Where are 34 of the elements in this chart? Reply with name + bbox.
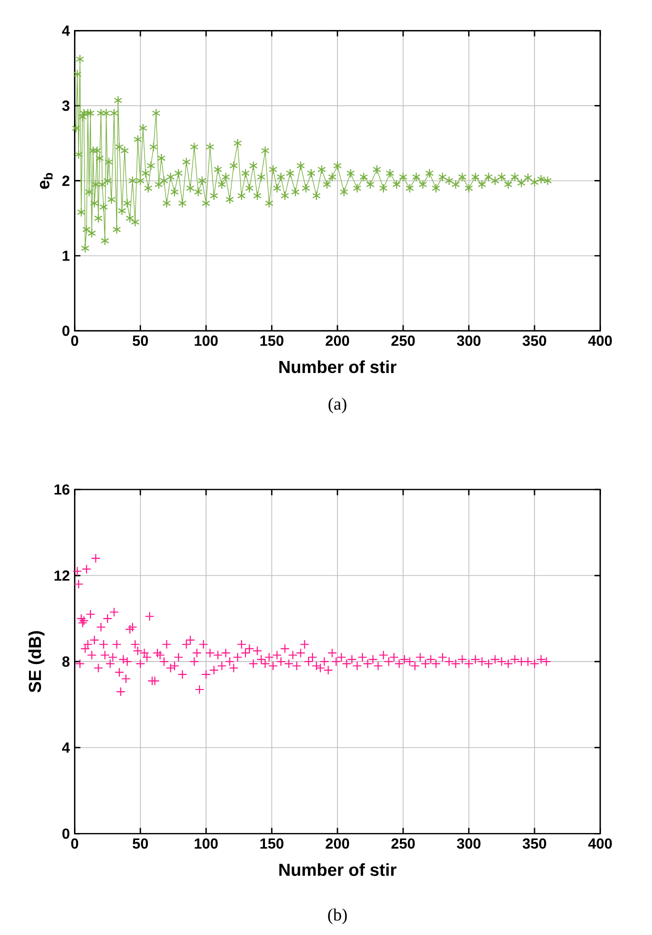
x-tick-label: 200 xyxy=(326,336,349,346)
y-tick-label: 4 xyxy=(62,742,70,753)
x-tick-label: 250 xyxy=(391,336,415,346)
y-tick-label: 16 xyxy=(54,484,70,495)
y-tick-label: 1 xyxy=(62,250,70,261)
x-tick-label: 50 xyxy=(132,838,148,849)
y-axis-title: e$_{b}$ xyxy=(40,173,53,189)
y-tick-label: 2 xyxy=(62,176,70,186)
x-tick-label: 250 xyxy=(391,838,415,849)
x-tick-label: 0 xyxy=(71,336,78,346)
y-tick-label: 4 xyxy=(62,26,70,36)
text: (b) xyxy=(328,908,347,924)
x-tick-label: 350 xyxy=(522,838,546,849)
x-tick-label: 350 xyxy=(522,336,546,346)
y-tick-label: 12 xyxy=(54,570,70,581)
x-tick-label: 300 xyxy=(456,336,480,346)
x-tick-label: 0 xyxy=(71,838,78,849)
x-axis-title: Number of stir xyxy=(279,863,396,876)
y-tick-label: 0 xyxy=(62,326,70,336)
text: (a) xyxy=(328,398,346,414)
y-axis-title: SE (dB) xyxy=(28,631,44,692)
x-tick-label: 400 xyxy=(588,838,612,849)
x-tick-label: 400 xyxy=(588,336,612,346)
x-tick-label: 200 xyxy=(326,838,349,849)
x-tick-label: 150 xyxy=(260,838,284,849)
x-tick-label: 300 xyxy=(456,838,480,849)
x-axis-title: Number of stir xyxy=(279,360,396,374)
y-tick-label: 8 xyxy=(62,656,70,667)
y-tick-label: 0 xyxy=(62,828,70,839)
x-tick-label: 150 xyxy=(260,336,284,346)
y-tick-label: 3 xyxy=(62,100,70,111)
x-tick-label: 100 xyxy=(194,838,218,849)
x-tick-label: 100 xyxy=(194,336,218,346)
x-tick-label: 50 xyxy=(132,336,148,346)
